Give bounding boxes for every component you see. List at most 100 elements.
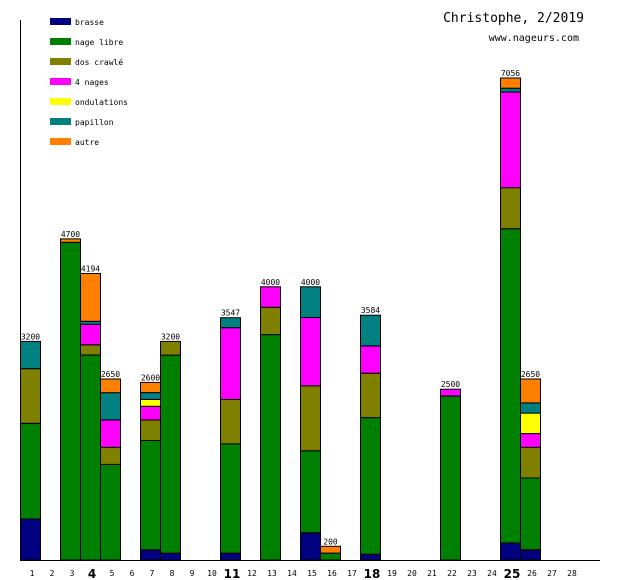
bar-segment (520, 433, 541, 448)
bar-segment (100, 419, 121, 448)
x-tick-label: 25 (504, 567, 521, 580)
x-tick-label: 6 (130, 569, 135, 578)
x-tick-label: 27 (547, 569, 557, 578)
x-tick-label: 8 (170, 569, 175, 578)
total-label: 2650 (101, 370, 120, 379)
bar-segment (20, 340, 41, 370)
bar-segment (300, 317, 321, 387)
x-tick-label: 12 (247, 569, 257, 578)
bar-segment (160, 552, 181, 561)
bar-segment (500, 187, 521, 230)
legend-label: ondulations (75, 98, 128, 107)
bar-segment (360, 417, 381, 555)
x-tick-label: 20 (407, 569, 417, 578)
bar-segment (520, 402, 541, 414)
bar-segment (20, 518, 41, 561)
total-label: 2600 (141, 373, 160, 382)
x-tick-label: 11 (224, 567, 241, 580)
bar-segment (140, 405, 161, 421)
bar-segment (220, 317, 241, 329)
x-tick-label: 7 (150, 569, 155, 578)
legend-label: brasse (75, 18, 104, 27)
total-label: 3584 (361, 306, 380, 315)
legend-swatch (50, 18, 71, 25)
bar-segment (60, 238, 81, 243)
x-tick-label: 9 (190, 569, 195, 578)
x-tick-label: 17 (347, 569, 357, 578)
bar-segment (80, 344, 101, 356)
bar-segment (20, 368, 41, 424)
x-tick-label: 13 (267, 569, 277, 578)
bar-segment (320, 545, 341, 554)
bar-segment (320, 552, 341, 561)
bar-segment (140, 381, 161, 394)
bar-segment (140, 392, 161, 400)
bar-segment (520, 549, 541, 561)
x-tick-label: 19 (387, 569, 397, 578)
legend-swatch (50, 38, 71, 45)
bar-segment (300, 286, 321, 318)
legend-label: papillon (75, 118, 114, 127)
bar-segment (140, 440, 161, 551)
bar-segment (140, 549, 161, 561)
legend-swatch (50, 78, 71, 85)
x-tick-label: 1 (30, 569, 35, 578)
legend-swatch (50, 138, 71, 145)
bar-segment (80, 273, 101, 322)
x-tick-label: 2 (50, 569, 55, 578)
bars (20, 77, 541, 561)
total-label: 4700 (61, 230, 80, 239)
bar-segment (220, 552, 241, 561)
x-tick-label: 24 (487, 569, 497, 578)
bar-segment (20, 422, 41, 520)
legend-label: dos crawlé (75, 57, 123, 67)
total-label: 4194 (81, 265, 100, 274)
bar-segment (300, 450, 321, 534)
bar-segment (160, 340, 181, 356)
bar-segment (500, 77, 521, 89)
bar-segment (500, 91, 521, 189)
bar-segment (140, 399, 161, 407)
total-label: 7056 (501, 69, 520, 78)
legend: brasse nage libre dos crawlé 4 nages ondulat… (50, 18, 128, 147)
bar-segment (220, 443, 241, 554)
chart-title: Christophe, 2/2019 (443, 11, 584, 26)
bar-segment (100, 463, 121, 561)
x-tick-label: 3 (70, 569, 75, 578)
bar-segment (360, 553, 381, 561)
total-label: 4000 (301, 278, 320, 287)
total-label: 3547 (221, 309, 240, 318)
bar-segment (100, 378, 121, 394)
bar-segment (500, 228, 521, 544)
total-label: 3200 (21, 332, 40, 341)
bar-segment (80, 354, 101, 561)
x-tick-label: 28 (567, 569, 577, 578)
bar-segment (520, 477, 541, 551)
x-tick-label: 21 (427, 569, 437, 578)
bar-segment (80, 323, 101, 346)
bar-segment (440, 395, 461, 561)
x-tick-label: 23 (467, 569, 477, 578)
bar-segment (300, 385, 321, 452)
total-labels: 3200 4700 4194 2650 2600 3200 3547 4000 4000 200 3… (21, 69, 540, 546)
bar-segment (360, 345, 381, 374)
bar-segment (60, 241, 81, 561)
bar-segment (520, 446, 541, 479)
legend-swatch (50, 118, 71, 125)
x-tick-label: 4 (88, 567, 96, 580)
bar-segment (260, 334, 281, 561)
bar-segment (360, 314, 381, 347)
bar-segment (440, 388, 461, 397)
bar-segment (360, 372, 381, 419)
x-tick-label: 14 (287, 569, 297, 578)
bar-segment (520, 378, 541, 404)
bar-segment (220, 399, 241, 445)
total-label: 4000 (261, 278, 280, 287)
x-tick-label: 22 (447, 569, 457, 578)
bar-segment (260, 306, 281, 336)
x-tick-label: 26 (527, 569, 537, 578)
bar-segment (300, 532, 321, 561)
total-label: 2650 (521, 370, 540, 379)
total-label: 2500 (441, 380, 460, 389)
total-label: 3200 (161, 332, 180, 341)
